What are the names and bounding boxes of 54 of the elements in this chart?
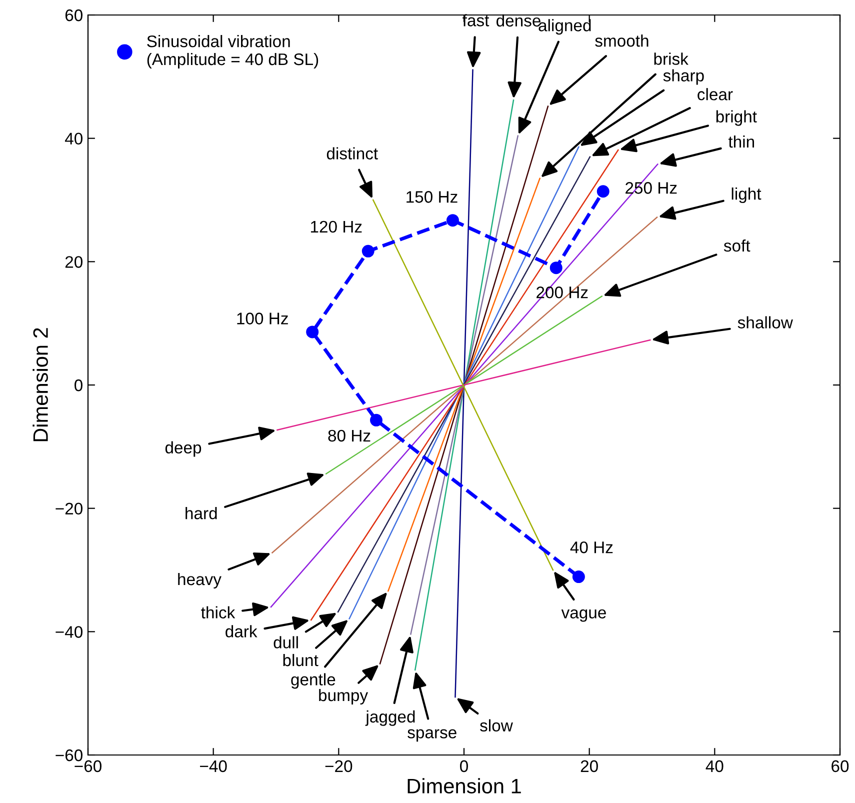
annotation: vague <box>561 609 606 622</box>
annotation: clear <box>698 88 733 100</box>
x-tick-label: −60 <box>74 760 102 772</box>
y-tick-label: 20 <box>65 256 82 268</box>
annotation: dark <box>226 625 258 638</box>
annotation: soft <box>724 239 750 252</box>
annotation: sparse <box>408 729 456 742</box>
annotation: 40 Hz <box>570 541 613 554</box>
annotation: distinct <box>326 147 378 160</box>
y-tick-label: −60 <box>56 749 82 762</box>
x-axis-title: Dimension 1 <box>408 778 521 794</box>
annotation: bumpy <box>319 688 368 704</box>
annotation: 120 Hz <box>310 220 362 233</box>
y-tick-label: 40 <box>64 132 82 145</box>
annotation: sharp <box>663 69 704 85</box>
y-tick-label: −40 <box>56 626 82 638</box>
annotation: shallow <box>738 316 793 328</box>
annotation: light <box>732 188 762 204</box>
point <box>572 570 585 584</box>
annotation: dense <box>496 14 540 27</box>
annotation: 150 Hz <box>406 191 458 203</box>
annotation: slow <box>480 719 513 732</box>
annotation: hard <box>186 507 217 520</box>
annotation: aligned <box>538 19 591 35</box>
x-tick-label: −40 <box>200 760 227 772</box>
point <box>446 214 459 227</box>
annotation: brisk <box>654 52 688 65</box>
x-tick-label: −20 <box>325 760 352 772</box>
y-tick-label: 0 <box>74 379 82 392</box>
annotation: blunt <box>283 654 318 666</box>
point <box>306 326 319 338</box>
legend-label: Sinusoidal vibration (Amplitude = 40 dB SL) <box>147 35 318 68</box>
x-tick-label: 60 <box>832 760 849 772</box>
y-tick-label: 60 <box>65 9 82 22</box>
annotation: jagged <box>365 710 415 726</box>
y-axis-title: Dimension 2 <box>32 328 48 442</box>
point <box>362 244 374 258</box>
annotation: smooth <box>595 34 648 47</box>
y-tick-label: −20 <box>56 502 82 515</box>
x-tick-label: 40 <box>706 760 724 772</box>
annotation: 100 Hz <box>237 312 288 324</box>
annotation: 80 Hz <box>328 430 370 442</box>
annotation: gentle <box>291 673 336 689</box>
point <box>550 262 562 274</box>
x-tick-label: 20 <box>580 760 598 772</box>
annotation: deep <box>165 441 202 457</box>
point <box>596 185 610 198</box>
annotation: thin <box>728 135 754 148</box>
annotation: heavy <box>178 572 222 588</box>
annotation: bright <box>716 110 757 126</box>
annotation: thick <box>201 606 236 618</box>
point <box>370 414 383 426</box>
x-tick-label: 0 <box>460 760 468 772</box>
annotation: dull <box>274 636 298 648</box>
